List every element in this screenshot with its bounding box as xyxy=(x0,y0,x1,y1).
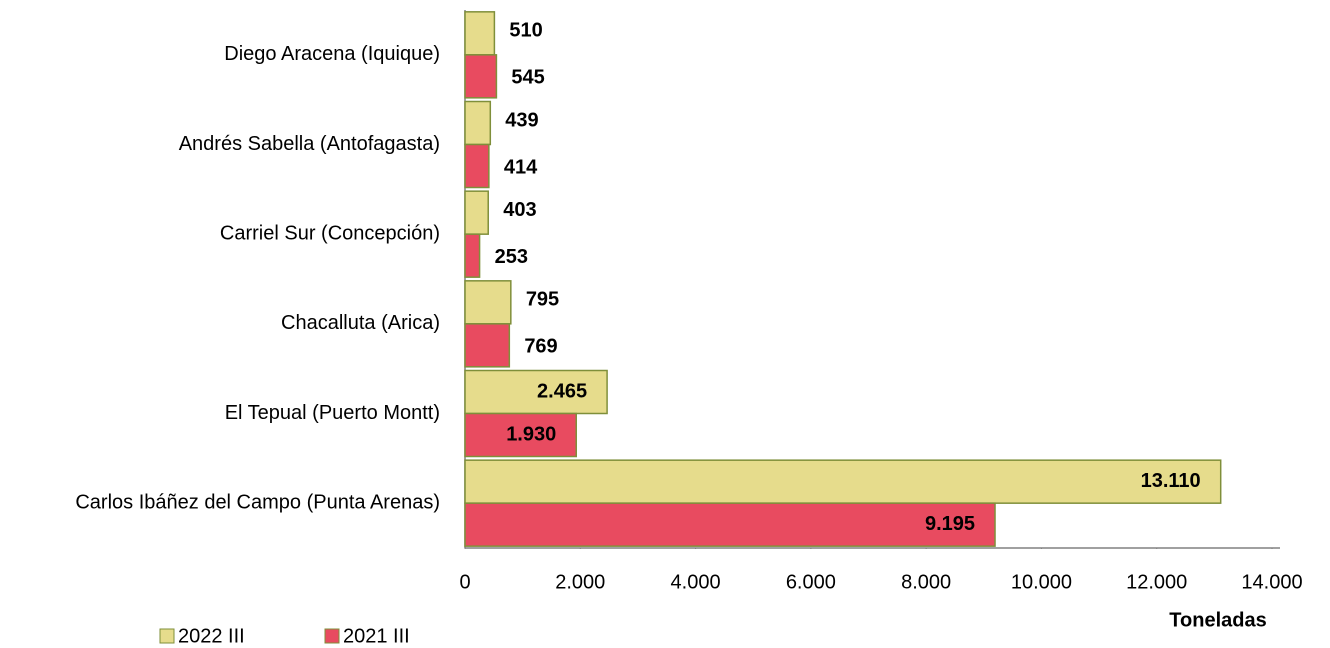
y-tick-label: Diego Aracena (Iquique) xyxy=(224,43,440,65)
bar xyxy=(464,233,481,278)
bar xyxy=(464,459,1222,504)
bar xyxy=(464,143,490,189)
data-label: 545 xyxy=(511,67,544,89)
x-tick-label: 0 xyxy=(459,571,470,593)
x-tick-label: 12.000 xyxy=(1126,571,1187,593)
y-tick-label: Andrés Sabella (Antofagasta) xyxy=(179,133,440,155)
bar xyxy=(464,412,578,458)
legend-label: 2022 III xyxy=(178,625,245,647)
data-label: 414 xyxy=(504,156,538,178)
data-label: 1.930 xyxy=(506,423,556,445)
legend-label: 2021 III xyxy=(343,625,410,647)
x-tick-label: 6.000 xyxy=(786,571,836,593)
y-tick-label: El Tepual (Puerto Montt) xyxy=(225,402,440,424)
bar xyxy=(464,323,511,368)
data-label: 403 xyxy=(503,199,536,221)
bar xyxy=(464,11,496,56)
data-label: 769 xyxy=(524,336,557,358)
bar xyxy=(464,369,608,415)
x-tick-label: 10.000 xyxy=(1011,571,1072,593)
legend-swatch xyxy=(324,628,340,644)
x-tick-label: 2.000 xyxy=(555,571,605,593)
x-tick-label: 14.000 xyxy=(1241,571,1302,593)
data-label: 795 xyxy=(526,289,559,311)
legend-swatch xyxy=(159,628,175,644)
x-tick-label: 8.000 xyxy=(901,571,951,593)
y-tick-label: Carlos Ibáñez del Campo (Punta Arenas) xyxy=(75,491,440,513)
data-label: 253 xyxy=(495,246,528,268)
x-axis-label: Toneladas xyxy=(1169,609,1266,631)
x-tick-label: 4.000 xyxy=(671,571,721,593)
bar xyxy=(464,280,512,325)
y-tick-label: Carriel Sur (Concepción) xyxy=(220,222,440,244)
data-label: 510 xyxy=(509,20,542,42)
data-label: 9.195 xyxy=(925,513,975,535)
bar xyxy=(464,100,492,146)
data-label: 13.110 xyxy=(1141,470,1201,492)
data-label: 2.465 xyxy=(537,380,587,402)
bar xyxy=(464,190,489,235)
bar xyxy=(464,502,996,547)
bar xyxy=(464,54,498,99)
data-label: 439 xyxy=(505,109,538,131)
y-tick-label: Chacalluta (Arica) xyxy=(281,312,440,334)
